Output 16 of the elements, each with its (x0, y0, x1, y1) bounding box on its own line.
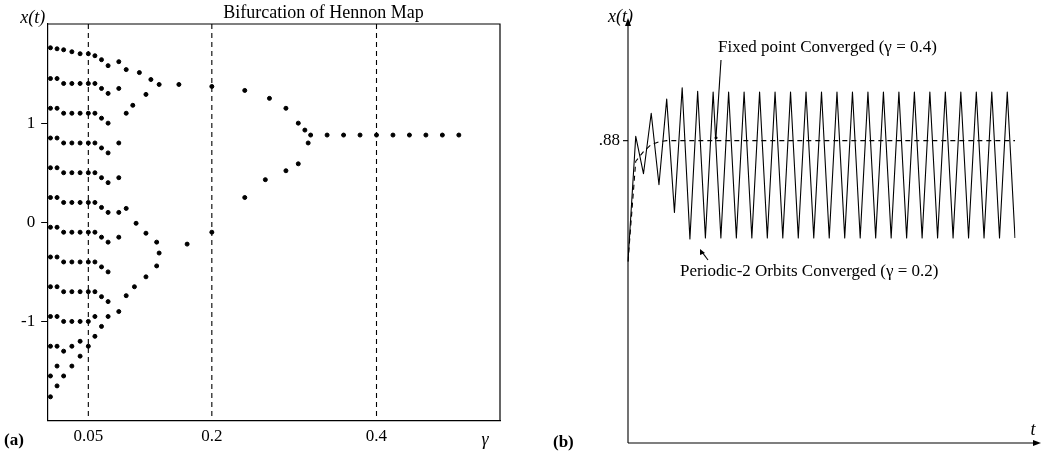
x-axis-title: γ (481, 428, 490, 449)
text: Fixed point Converged (γ = 0.4) (718, 37, 937, 56)
y-tick-label: 1 (26, 112, 36, 132)
x-axis-title: t (1030, 419, 1037, 439)
text: (b) (553, 432, 574, 451)
x-tick-label: 0.05 (73, 426, 104, 446)
y-axis-title: x(t) (607, 6, 633, 27)
y-tick-label: 0 (26, 211, 36, 231)
x-tick-label: 0.4 (365, 426, 388, 446)
y-tick-label: -1 (20, 310, 36, 330)
y-axis-title: x(t) (19, 7, 46, 28)
text: (a) (4, 429, 24, 449)
chart-title: Bifurcation of Hennon Map (223, 2, 424, 22)
text: .88 (598, 130, 620, 150)
annotation: Periodic-2 Orbits Converged (γ = 0.2) (680, 261, 939, 281)
x-tick-label: 0.2 (201, 426, 223, 446)
